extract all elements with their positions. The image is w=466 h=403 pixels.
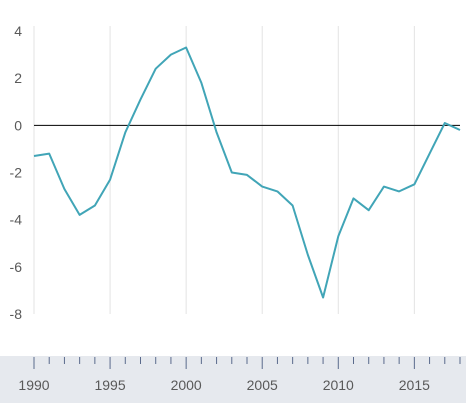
- y-tick-label-neg8: -8: [10, 306, 23, 322]
- x-tick-label-1995: 1995: [94, 377, 125, 393]
- y-tick-label-neg6: -6: [10, 259, 23, 275]
- x-tick-label-2010: 2010: [323, 377, 354, 393]
- y-tick-label-4: 4: [14, 23, 22, 39]
- x-tick-label-2015: 2015: [399, 377, 430, 393]
- vertical-grid-lines: [33, 26, 415, 314]
- series-line: [33, 46, 461, 299]
- y-tick-label-neg2: -2: [10, 165, 23, 181]
- x-tick-label-2000: 2000: [171, 377, 202, 393]
- x-axis-ticks: [33, 357, 461, 369]
- x-axis-band: [0, 356, 466, 403]
- y-tick-label-0: 0: [14, 117, 22, 133]
- x-tick-label-2005: 2005: [247, 377, 278, 393]
- x-tick-label-1990: 1990: [18, 377, 49, 393]
- y-tick-label-neg4: -4: [10, 212, 23, 228]
- y-tick-label-2: 2: [14, 70, 22, 86]
- x-axis-tick-labels: 1990 1995 2000 2005 2010 2015: [18, 377, 430, 393]
- y-axis-tick-labels: 4 2 0 -2 -4 -6 -8: [10, 23, 23, 322]
